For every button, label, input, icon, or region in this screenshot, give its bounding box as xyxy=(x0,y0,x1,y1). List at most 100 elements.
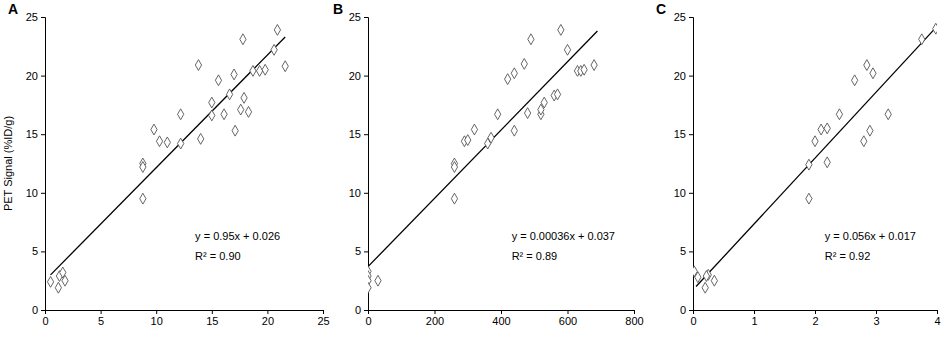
point xyxy=(521,58,527,69)
x-tick: 2 xyxy=(812,310,818,327)
axis-line xyxy=(694,311,938,315)
tick-label: 0 xyxy=(32,304,38,316)
panel-label: B xyxy=(333,1,343,17)
x-tick: 10 xyxy=(151,310,163,327)
x-axis: 0 5 10 15 20 25 xyxy=(42,310,329,327)
tick-label: 20 xyxy=(262,315,274,327)
point xyxy=(864,60,870,71)
point xyxy=(541,97,547,108)
tick-label: 25 xyxy=(26,11,38,23)
point xyxy=(368,282,371,293)
tick-mark xyxy=(41,134,45,135)
point xyxy=(140,162,146,173)
tick-label: 15 xyxy=(349,128,361,140)
y-tick: 25 xyxy=(26,11,45,23)
x-tick: 5 xyxy=(98,310,104,327)
point xyxy=(554,89,560,100)
point xyxy=(195,60,201,71)
tick-mark xyxy=(156,310,157,314)
tick-mark xyxy=(41,310,45,311)
tick-mark xyxy=(815,310,816,314)
x-tick: 200 xyxy=(426,310,444,327)
point xyxy=(241,92,247,103)
point xyxy=(271,44,277,55)
point xyxy=(471,124,477,135)
tick-mark xyxy=(364,310,368,311)
tick-mark xyxy=(267,310,268,314)
point xyxy=(240,34,246,45)
tick-mark xyxy=(689,17,693,18)
tick-label: 0 xyxy=(365,315,371,327)
point xyxy=(818,124,824,135)
tick-mark xyxy=(41,193,45,194)
y-tick: 20 xyxy=(26,70,45,82)
annotation: R² = 0.92 xyxy=(825,250,871,262)
tick-mark xyxy=(435,310,436,314)
x-tick: 1 xyxy=(751,310,757,327)
point xyxy=(178,109,184,120)
y-axis: 0510152025 xyxy=(349,11,369,316)
tick-label: 20 xyxy=(26,70,38,82)
tick-label: 600 xyxy=(559,315,577,327)
point xyxy=(156,136,162,147)
point xyxy=(47,276,53,287)
point xyxy=(245,107,251,118)
tick-mark xyxy=(364,17,368,18)
tick-mark xyxy=(101,310,102,314)
tick-mark xyxy=(212,310,213,314)
tick-label: 25 xyxy=(674,11,686,23)
point xyxy=(824,157,830,168)
y-tick: 25 xyxy=(349,11,368,23)
tick-label: 5 xyxy=(32,245,38,257)
tick-label: 25 xyxy=(349,11,361,23)
x-tick: 400 xyxy=(492,310,510,327)
tick-label: 4 xyxy=(934,315,940,327)
point xyxy=(238,104,244,115)
fit-line xyxy=(51,37,286,275)
tick-mark xyxy=(689,76,693,77)
point xyxy=(151,124,157,135)
tick-mark xyxy=(689,193,693,194)
point xyxy=(702,282,708,293)
axis-line xyxy=(46,311,324,315)
point xyxy=(703,271,709,282)
panel: B02004006008000510152025y = 0.00036x + 0… xyxy=(333,1,644,327)
point xyxy=(232,125,238,136)
tick-mark xyxy=(41,251,45,252)
tick-mark xyxy=(937,310,938,314)
point xyxy=(511,68,517,79)
x-tick: 0 xyxy=(690,310,696,327)
y-tick: 5 xyxy=(32,245,45,257)
x-tick: 15 xyxy=(206,310,218,327)
x-axis: 01234 xyxy=(690,310,940,327)
plot-area xyxy=(368,24,597,293)
plot-area xyxy=(47,24,288,293)
annotation: R² = 0.89 xyxy=(512,250,558,262)
tick-label: 0 xyxy=(680,304,686,316)
tick-label: 20 xyxy=(674,70,686,82)
annotation: y = 0.00036x + 0.037 xyxy=(512,230,615,242)
point xyxy=(488,132,494,143)
point xyxy=(231,69,237,80)
tick-mark xyxy=(689,310,693,311)
tick-mark xyxy=(364,134,368,135)
point xyxy=(495,109,501,120)
point xyxy=(806,193,812,204)
tick-label: 25 xyxy=(317,315,329,327)
point xyxy=(528,34,534,45)
figure: A05101520250510152025PET Signal (%ID/g)y… xyxy=(0,0,944,340)
point xyxy=(178,138,184,149)
point xyxy=(581,64,587,75)
tick-mark xyxy=(754,310,755,314)
axis-line xyxy=(369,311,635,315)
tick-mark xyxy=(634,310,635,314)
axis-line xyxy=(689,18,694,311)
point xyxy=(451,193,457,204)
tick-label: 15 xyxy=(26,128,38,140)
y-tick: 5 xyxy=(355,245,368,257)
axis-line xyxy=(41,18,46,311)
tick-mark xyxy=(689,134,693,135)
x-tick: 0 xyxy=(42,310,48,327)
point xyxy=(375,275,381,286)
annotation: y = 0.056x + 0.017 xyxy=(825,230,916,242)
